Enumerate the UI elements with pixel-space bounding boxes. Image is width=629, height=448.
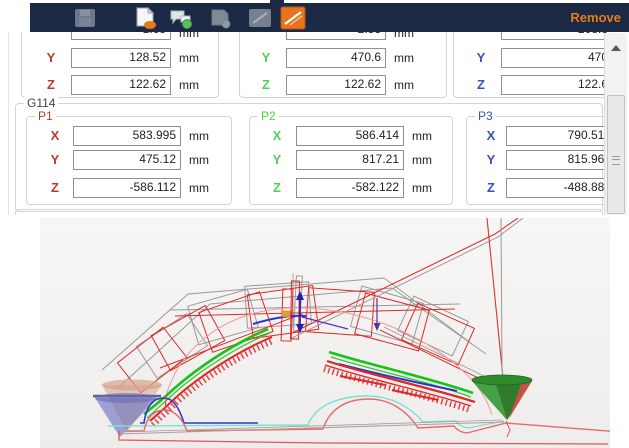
axis-label-z: Z [47,77,55,92]
coordinate-field[interactable]: 583.995 [73,126,181,146]
top-group-point1 [21,32,219,98]
new-document-icon[interactable] [132,6,158,29]
coordinate-field[interactable]: 122.62 [286,75,386,95]
coordinate-field[interactable]: 790.512 [506,126,607,146]
viewport-3d[interactable] [40,218,610,448]
coordinate-field[interactable]: 122.6 [501,75,607,95]
scrollbar-thumb[interactable] [607,95,625,214]
remove-button[interactable]: Remove [570,10,621,25]
coordinate-field[interactable]: 817.21 [296,150,404,170]
axis-label-x: X [50,128,60,143]
p2-label: P2 [258,109,279,123]
axis-label-y: Y [46,50,56,65]
coordinate-field[interactable]: 475.12 [73,150,181,170]
highlight-edit-icon[interactable] [280,6,306,29]
unit-label: mm [412,181,432,195]
axis-label-x: X [486,128,496,143]
axis-label-z: Z [51,180,59,195]
coordinate-field[interactable]: -488.884 [506,178,607,198]
arrow-up-icon [611,45,621,51]
unit-label: mm [189,153,209,167]
unit-label: mm [179,32,199,40]
unit-label: mm [179,78,199,92]
axis-label-y: Y [50,152,60,167]
p1-label: P1 [35,109,56,123]
coordinate-field[interactable]: -586.112 [73,178,181,198]
axis-label-y: Y [261,50,271,65]
scroll-up-button[interactable] [608,41,624,55]
p3-group: P3 [466,109,607,205]
unit-label: mm [412,129,432,143]
vertical-scrollbar[interactable] [604,33,627,215]
blue-cone [95,398,157,437]
unit-label: mm [394,51,414,65]
p2-group: P2 [249,109,453,205]
coordinate-field[interactable]: 128.52 [71,48,171,68]
toolpath-arcs [143,314,476,428]
axis-label-y: Y [476,50,486,65]
toolbar: Remove [30,3,629,32]
copy-document-icon[interactable] [208,7,234,29]
measurement-arrows [281,291,381,333]
comment-icon[interactable] [168,7,194,29]
coordinate-field[interactable]: 586.414 [296,126,404,146]
unit-label: mm [189,181,209,195]
tool-cones [93,374,533,437]
edit-disabled-icon[interactable] [247,7,273,29]
unit-label: mm [189,129,209,143]
coordinate-field[interactable]: 2.83 [286,32,386,40]
top-group-point3 [453,32,607,98]
window-edge-mark [270,0,284,3]
top-group-point2 [239,32,447,98]
coordinate-field[interactable]: 208.8 [501,32,607,40]
scrollbar-grip-icon [612,156,620,165]
coordinate-field[interactable]: 122.62 [71,75,171,95]
axis-label-x: X [272,128,282,143]
unit-label: mm [394,32,414,40]
green-cone-red-edge [509,381,532,419]
green-cone-top [471,374,533,386]
axis-label-z: Z [477,77,485,92]
axis-label-z: Z [262,77,270,92]
coordinate-field[interactable]: 470.6 [286,48,386,68]
axis-label-z: Z [273,180,281,195]
save-icon[interactable] [72,7,98,29]
axis-label-z: Z [487,180,495,195]
p1-group: P1 [26,109,232,205]
g114-label: G114 [24,96,59,110]
unit-label: mm [412,153,432,167]
unit-label: mm [179,51,199,65]
next-group-clipped [15,209,603,215]
coordinate-field[interactable]: -582.122 [296,178,404,198]
axis-label-y: Y [486,152,496,167]
coordinate-field[interactable]: 470 [501,48,607,68]
coordinate-field[interactable]: 815.969 [506,150,607,170]
profile-outline [107,395,610,445]
guide-lines [289,218,524,419]
coordinate-field[interactable]: 1.65 [71,32,171,40]
unit-label: mm [394,78,414,92]
p3-label: P3 [475,109,496,123]
axis-label-y: Y [272,152,282,167]
origin-marker [281,310,291,318]
coordinate-panel: 1.65 mm Y 128.52 mm Z 122.62 mm 2.83 mm … [8,32,607,215]
